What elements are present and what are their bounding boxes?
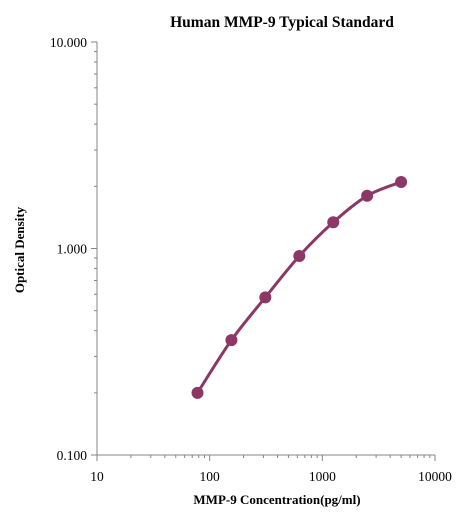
x-tick-label: 1000	[309, 469, 336, 484]
y-axis-label: Optical Density	[12, 206, 27, 293]
data-point	[361, 190, 373, 202]
x-tick-label: 10	[90, 469, 104, 484]
data-point	[192, 387, 204, 399]
x-axis-label: MMP-9 Concentration(pg/ml)	[193, 492, 360, 507]
x-tick-label: 100	[200, 469, 221, 484]
series-line	[198, 182, 402, 393]
y-tick-label: 0.100	[57, 448, 88, 463]
axes	[97, 42, 435, 455]
tick-labels: 0.100 1.000 10.000 10 100 1000 10000	[50, 35, 452, 484]
data-point	[327, 216, 339, 228]
y-tick-label: 1.000	[57, 242, 88, 257]
data-point	[293, 250, 305, 262]
data-point	[395, 176, 407, 188]
chart-title: Human MMP-9 Typical Standard	[170, 14, 394, 31]
data-point	[225, 334, 237, 346]
data-point	[259, 291, 271, 303]
tick-marks	[91, 42, 435, 461]
x-tick-label: 10000	[418, 469, 452, 484]
data-series	[192, 176, 408, 399]
y-tick-label: 10.000	[50, 35, 87, 50]
